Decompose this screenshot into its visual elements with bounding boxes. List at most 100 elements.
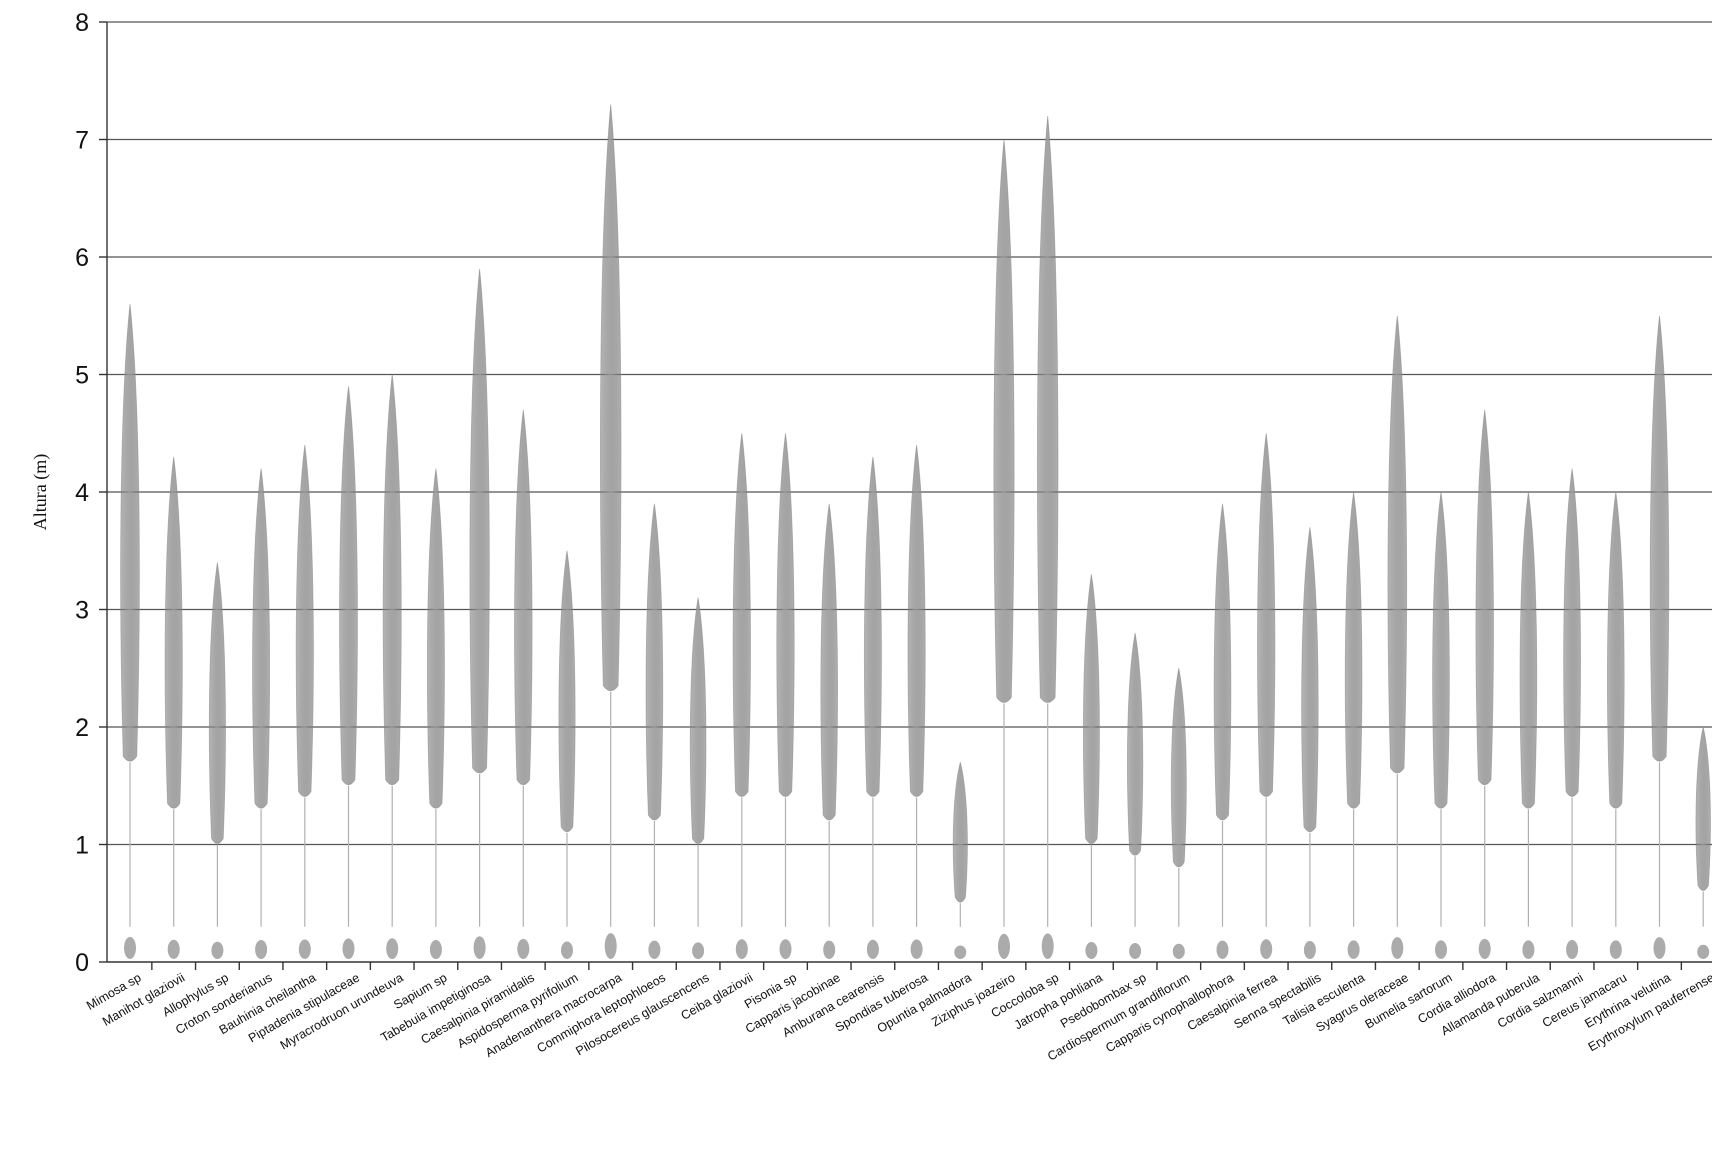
tree-crown bbox=[1696, 727, 1711, 891]
tree-mark bbox=[427, 469, 444, 959]
tree-base bbox=[343, 938, 355, 959]
tree-crown bbox=[864, 457, 881, 797]
tree-base bbox=[255, 940, 267, 959]
tree-base bbox=[692, 942, 704, 959]
tree-mark bbox=[1564, 469, 1581, 959]
y-tick-label: 3 bbox=[75, 597, 89, 625]
y-tick-label: 4 bbox=[75, 479, 89, 507]
tree-mark bbox=[515, 410, 533, 959]
tree-base bbox=[1654, 937, 1666, 959]
tree-crown bbox=[908, 445, 925, 797]
y-tick-label: 8 bbox=[75, 9, 89, 37]
tree-base bbox=[124, 937, 136, 959]
tree-crown bbox=[559, 551, 575, 832]
tree-crown bbox=[340, 386, 358, 785]
tree-mark bbox=[296, 445, 313, 959]
tree-crown bbox=[1257, 433, 1274, 796]
y-tick-label: 0 bbox=[75, 949, 89, 977]
tree-crown bbox=[121, 304, 140, 761]
tree-crown bbox=[777, 433, 794, 796]
tree-crown bbox=[209, 563, 225, 844]
y-axis-label: Altura (m) bbox=[30, 454, 51, 530]
tree-mark bbox=[1476, 410, 1494, 959]
tree-crown bbox=[733, 433, 750, 796]
tree-base bbox=[517, 939, 529, 959]
tree-mark bbox=[470, 269, 489, 959]
tree-crown bbox=[1388, 316, 1407, 773]
tree-mark bbox=[1607, 492, 1624, 959]
trees bbox=[121, 104, 1711, 959]
y-tick-label: 1 bbox=[75, 832, 89, 860]
tree-crown bbox=[953, 762, 967, 902]
tree-crown bbox=[1083, 574, 1099, 843]
tree-crown bbox=[470, 269, 489, 773]
tree-crown bbox=[646, 504, 663, 820]
tree-base bbox=[1566, 940, 1578, 959]
tree-mark bbox=[733, 433, 750, 959]
tree-base bbox=[1042, 933, 1054, 959]
tree-base bbox=[1304, 941, 1316, 959]
tree-base bbox=[474, 936, 486, 959]
y-tick-label: 6 bbox=[75, 244, 89, 272]
tree-mark bbox=[690, 598, 706, 959]
tree-mark bbox=[1127, 633, 1142, 959]
tree-base bbox=[954, 945, 966, 959]
tree-crown bbox=[1302, 527, 1319, 832]
tree-base bbox=[823, 941, 835, 959]
tree-base bbox=[430, 940, 442, 959]
tree-base bbox=[561, 942, 573, 960]
tree-mark bbox=[1520, 492, 1537, 959]
tree-base bbox=[1217, 941, 1229, 959]
tree-mark bbox=[1345, 492, 1362, 959]
tree-mark bbox=[1214, 504, 1231, 959]
tree-base bbox=[1435, 940, 1447, 959]
tree-base bbox=[1085, 942, 1097, 959]
tree-mark bbox=[383, 375, 401, 959]
tree-crown bbox=[1433, 492, 1450, 808]
tree-base bbox=[867, 940, 879, 959]
tree-base bbox=[1522, 940, 1534, 959]
tree-crown bbox=[994, 140, 1014, 703]
tree-base bbox=[1697, 945, 1709, 959]
tree-crown bbox=[296, 445, 313, 797]
tree-mark bbox=[1083, 574, 1099, 959]
tree-crown bbox=[1607, 492, 1624, 808]
y-axis-ticks: 0 1 2 3 4 5 6 7 8 bbox=[75, 9, 107, 977]
tree-mark bbox=[559, 551, 575, 959]
tree-mark bbox=[1433, 492, 1450, 959]
tree-crown bbox=[1476, 410, 1494, 785]
tree-mark bbox=[600, 104, 621, 959]
tree-mark bbox=[1388, 316, 1407, 959]
tree-mark bbox=[994, 140, 1014, 960]
y-tick-label: 7 bbox=[75, 127, 89, 155]
tree-mark bbox=[209, 563, 225, 960]
tree-base bbox=[736, 939, 748, 959]
tree-crown bbox=[821, 504, 838, 820]
tree-crown bbox=[1520, 492, 1537, 808]
tree-crown bbox=[253, 469, 270, 809]
tree-base bbox=[1479, 939, 1491, 959]
tree-mark bbox=[1037, 116, 1058, 959]
tree-crown bbox=[1650, 316, 1669, 762]
tree-mark bbox=[1650, 316, 1669, 959]
tree-crown bbox=[427, 469, 444, 809]
tree-base bbox=[1260, 939, 1272, 959]
tree-mark bbox=[253, 469, 270, 959]
tree-mark bbox=[1257, 433, 1274, 959]
tree-base bbox=[211, 942, 223, 959]
tree-mark bbox=[953, 762, 967, 959]
tree-base bbox=[299, 940, 311, 959]
tree-base bbox=[780, 939, 792, 959]
tree-crown bbox=[1345, 492, 1362, 808]
tree-base bbox=[1129, 943, 1141, 959]
tree-base bbox=[1391, 937, 1403, 959]
tree-base bbox=[911, 940, 923, 959]
tree-mark bbox=[121, 304, 140, 959]
tree-mark bbox=[864, 457, 881, 959]
y-tick-label: 2 bbox=[75, 714, 89, 742]
tree-crown bbox=[1564, 469, 1581, 797]
tree-crown bbox=[1214, 504, 1231, 820]
tree-base bbox=[1610, 940, 1622, 959]
